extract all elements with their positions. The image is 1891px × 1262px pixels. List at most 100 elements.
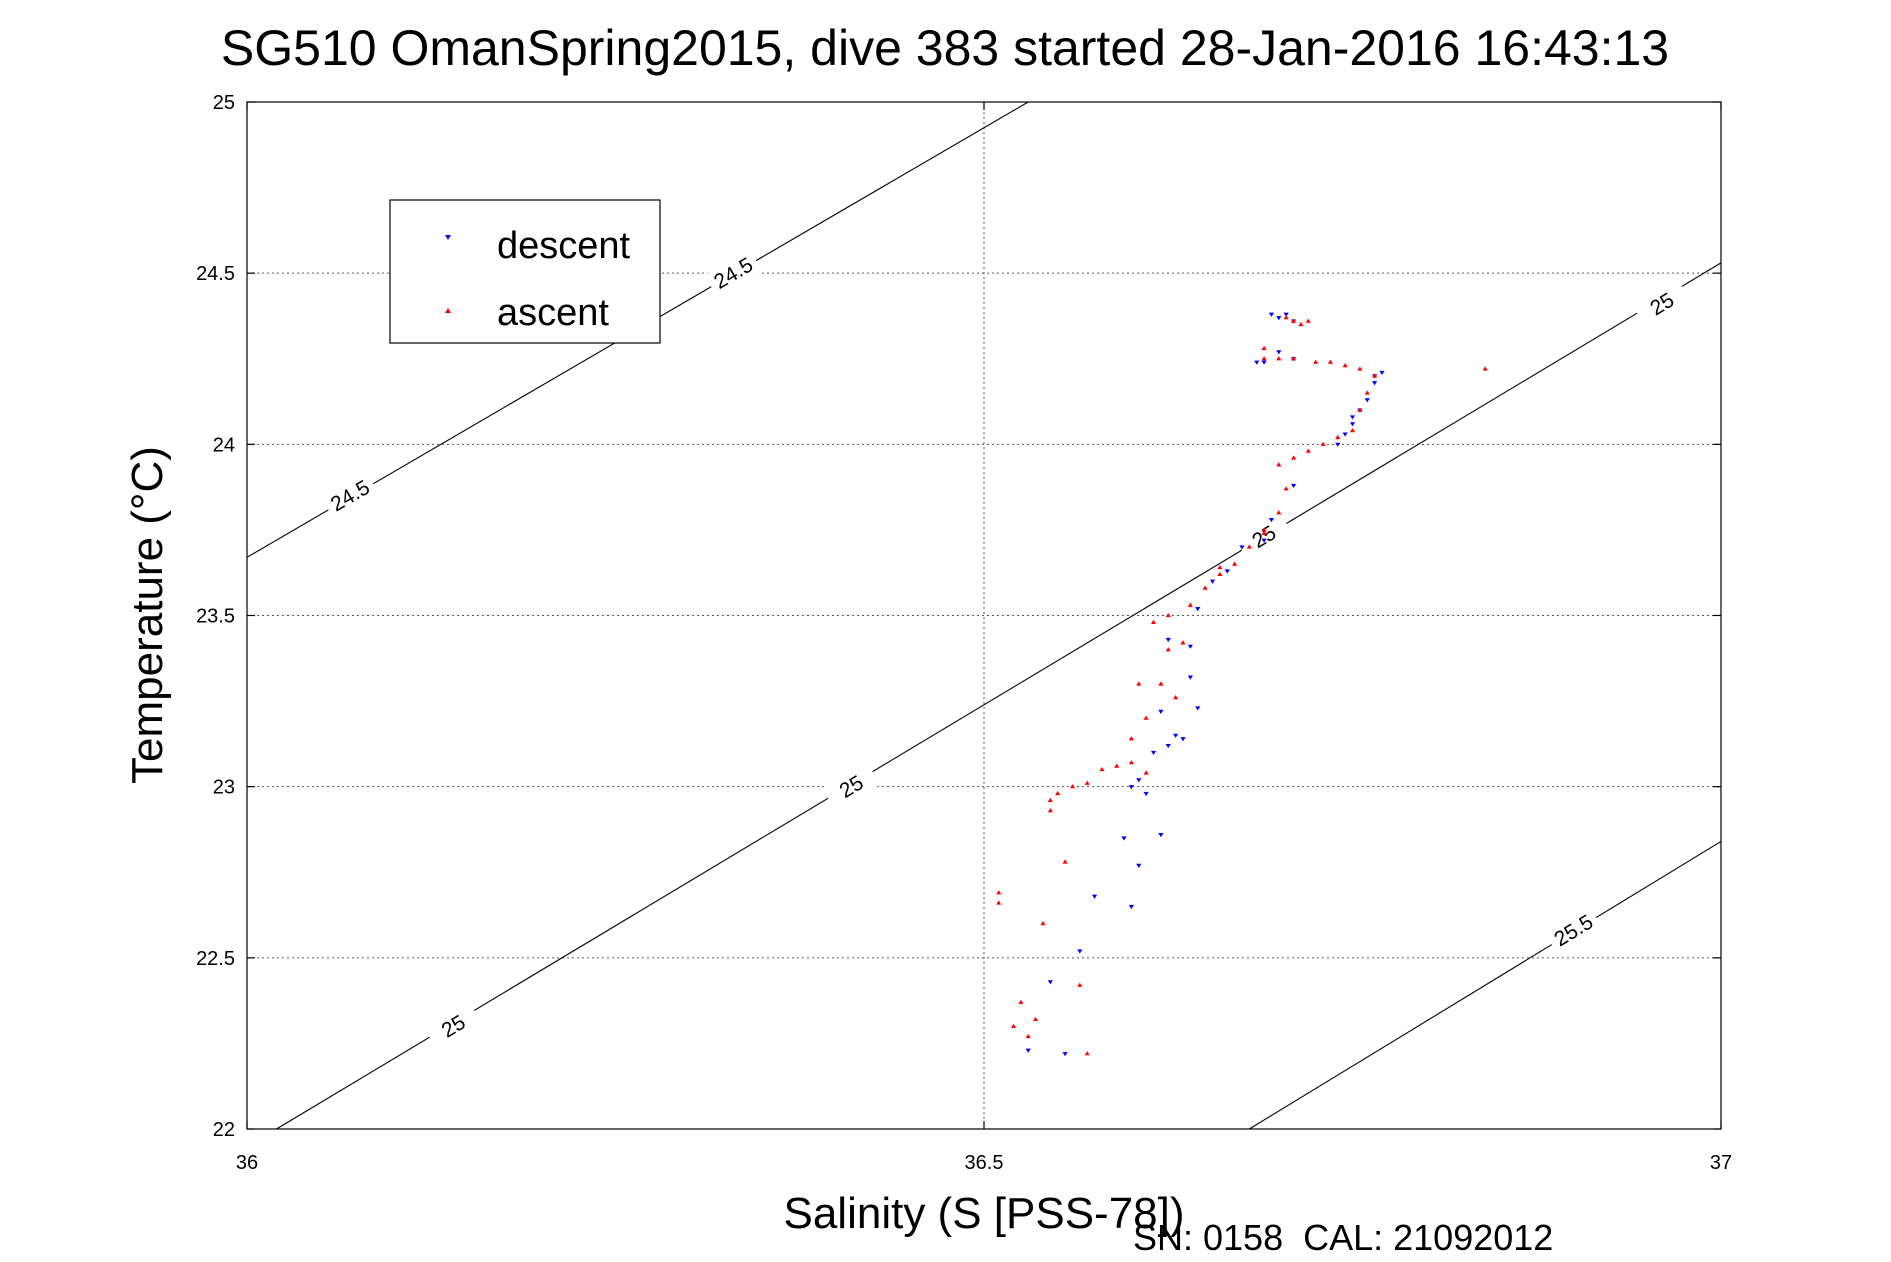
contour-label-background xyxy=(1235,512,1294,562)
ascent-point xyxy=(1025,1033,1031,1039)
ascent-point xyxy=(1482,366,1488,371)
descent-point xyxy=(1195,607,1201,612)
ascent-point xyxy=(1099,766,1105,772)
ascent-point xyxy=(1349,428,1356,433)
descent-point xyxy=(1136,863,1142,869)
legend-label-ascent: ascent xyxy=(497,292,609,334)
y-tick-labels: 22 22.5 23 23.5 24 24.5 25 xyxy=(196,92,1721,1141)
series-descent xyxy=(1025,312,1385,1057)
ascent-point xyxy=(1320,441,1326,446)
contour-label-group: 24.5 xyxy=(321,471,380,521)
descent-point xyxy=(1180,737,1186,742)
descent-point xyxy=(1136,778,1142,783)
contour-label-background xyxy=(1633,279,1692,329)
ascent-point xyxy=(1136,681,1142,686)
descent-point xyxy=(1268,312,1275,317)
legend-marker-ascent xyxy=(445,308,451,313)
descent-point xyxy=(1128,904,1134,910)
descent-point xyxy=(1062,1052,1068,1057)
ascent-point xyxy=(996,890,1002,895)
descent-point xyxy=(1143,791,1149,797)
ascent-point xyxy=(1143,715,1149,720)
descent-point xyxy=(1283,312,1289,317)
contour-label-group: 25 xyxy=(822,762,881,812)
descent-point xyxy=(1209,579,1216,584)
ascent-point xyxy=(1018,999,1024,1004)
ascent-point xyxy=(1143,770,1149,775)
data-points xyxy=(996,312,1488,1057)
ascent-point xyxy=(1217,564,1223,570)
ascent-point xyxy=(1128,736,1134,741)
contour-label-background xyxy=(1544,905,1603,956)
descent-point xyxy=(1290,483,1297,489)
ascent-point xyxy=(1150,619,1157,624)
contour-label-background xyxy=(424,1001,483,1051)
descent-point xyxy=(1379,370,1385,376)
x-tick-labels: 36 36.5 37 xyxy=(236,102,1732,1174)
contour-label-group: 25 xyxy=(1633,279,1692,329)
ascent-point xyxy=(1276,510,1282,515)
contour-label-background xyxy=(321,471,380,521)
descent-point xyxy=(1276,350,1282,355)
y-tick-label: 25 xyxy=(213,92,235,114)
ascent-point xyxy=(1290,318,1297,323)
contour-line-25.5 xyxy=(1249,840,1722,1130)
series-ascent xyxy=(996,315,1488,1056)
x-tick-label: 36.5 xyxy=(965,1152,1004,1174)
contour-label-group: 24.5 xyxy=(704,248,763,298)
ascent-point xyxy=(1062,859,1068,864)
ascent-point xyxy=(1290,455,1297,460)
contour-label-background xyxy=(704,248,763,298)
y-axis-label: Temperature (°C) xyxy=(123,446,172,784)
y-tick-label: 23.5 xyxy=(196,606,235,628)
descent-point xyxy=(1372,381,1378,386)
ascent-point xyxy=(1298,321,1304,327)
contour-label-background xyxy=(822,762,881,812)
ascent-point xyxy=(1040,921,1046,926)
ascent-point xyxy=(1305,448,1311,453)
ascent-point xyxy=(1283,315,1289,320)
ascent-point xyxy=(1217,571,1223,577)
ascent-point xyxy=(1261,345,1267,351)
ascent-point xyxy=(1047,808,1053,813)
ascent-point xyxy=(1261,356,1267,361)
chart-title: SG510 OmanSpring2015, dive 383 started 2… xyxy=(221,20,1669,76)
ascent-point xyxy=(1372,373,1378,378)
ascent-point xyxy=(1261,527,1267,532)
descent-point xyxy=(1173,733,1179,738)
ascent-point xyxy=(1165,647,1171,652)
descent-point xyxy=(1239,545,1245,550)
ascent-point xyxy=(1069,784,1076,789)
descent-point xyxy=(1261,360,1267,365)
ascent-point xyxy=(1364,390,1370,395)
ascent-point xyxy=(1283,486,1289,491)
descent-point xyxy=(1158,709,1164,714)
descent-point xyxy=(1195,706,1201,711)
descent-point xyxy=(1025,1048,1031,1053)
ascent-point xyxy=(1261,530,1267,535)
y-tick-label: 24.5 xyxy=(196,263,235,285)
serial-calibration-footer: SN: 0158 CAL: 21092012 xyxy=(1133,1217,1553,1258)
contour-label-group: 25.5 xyxy=(1544,905,1603,956)
contour-line-25 xyxy=(276,262,1722,1130)
ascent-point xyxy=(1342,362,1348,368)
ascent-point xyxy=(1305,318,1311,323)
ascent-point xyxy=(1165,612,1171,618)
ascent-point xyxy=(1047,797,1053,802)
legend-box xyxy=(389,199,661,344)
ascent-point xyxy=(1055,790,1061,796)
ascent-point xyxy=(1202,585,1208,590)
descent-point xyxy=(1187,644,1193,649)
ascent-point xyxy=(1158,681,1164,686)
ascent-point xyxy=(1180,640,1186,645)
ascent-point xyxy=(1084,1051,1090,1056)
descent-point xyxy=(1349,415,1356,420)
descent-point xyxy=(1150,750,1157,756)
descent-point xyxy=(1268,518,1275,523)
descent-point xyxy=(1335,442,1341,447)
y-tick-label: 22 xyxy=(213,1119,235,1141)
ascent-point xyxy=(1077,982,1083,987)
descent-point xyxy=(1276,316,1282,321)
ascent-point xyxy=(1231,561,1238,566)
ascent-point xyxy=(1114,763,1120,768)
